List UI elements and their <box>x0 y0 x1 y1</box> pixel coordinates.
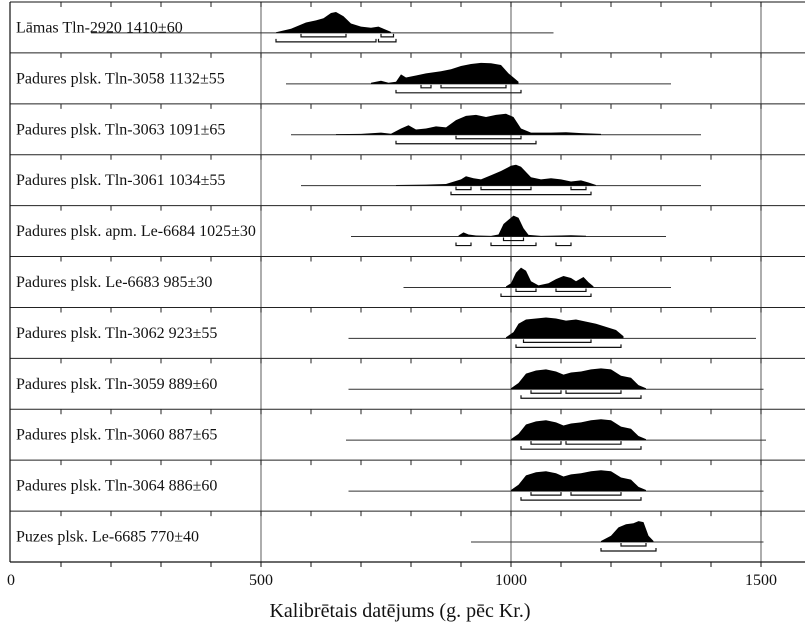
sigma2-bracket <box>395 140 537 145</box>
sigma1-bracket <box>555 288 587 293</box>
row-label: Padures plsk. Le-6683 985±30 <box>16 274 212 291</box>
row-label: Padures plsk. Tln-3061 1034±55 <box>16 172 225 189</box>
probability-area <box>506 317 624 339</box>
sample-rows: Lāmas Tln-2920 1410±60 Padures plsk. Tln-… <box>10 2 805 563</box>
probability-area <box>511 470 646 492</box>
sample-row: Padures plsk. Tln-3060 887±65 <box>10 409 805 461</box>
sigma1-bracket <box>455 135 522 140</box>
probability-area <box>601 521 654 542</box>
sigma1-bracket <box>565 441 622 445</box>
row-label: Puzes plsk. Le-6685 770±40 <box>16 529 199 546</box>
row-label: Padures plsk. Tln-3062 923±55 <box>16 325 217 342</box>
sigma2-bracket <box>520 446 642 450</box>
vertical-gridlines <box>260 2 762 562</box>
plot-frame <box>9 1 805 562</box>
x-tick-label: 1500 <box>745 572 777 589</box>
sigma2-bracket <box>450 191 592 196</box>
sample-row: Padures plsk. Tln-3062 923±55 <box>10 307 805 359</box>
x-tick-label: 500 <box>249 572 273 589</box>
probability-area <box>511 419 646 441</box>
sigma1-bracket <box>530 441 562 445</box>
sigma1-bracket <box>300 33 347 38</box>
sample-row: Padures plsk. Le-6683 985±30 <box>10 256 805 308</box>
sigma2-bracket <box>275 38 377 43</box>
row-label: Padures plsk. Tln-3060 887±65 <box>16 427 217 444</box>
x-axis: 0 500 1000 1500 <box>7 561 805 589</box>
x-tick-label: 0 <box>7 572 15 589</box>
probability-area <box>276 12 391 33</box>
probability-area <box>336 113 601 135</box>
probability-area <box>371 62 519 84</box>
sigma1-bracket <box>380 33 395 38</box>
x-axis-title: Kalibrētais datējums (g. pēc Kr.) <box>269 600 530 622</box>
sigma2-bracket <box>600 548 657 552</box>
row-label: Padures plsk. apm. Le-6684 1025±30 <box>16 223 256 240</box>
sigma2-bracket <box>490 242 537 247</box>
sample-row: Padures plsk. Tln-3058 1132±55 <box>10 52 805 105</box>
sigma1-bracket <box>480 186 532 191</box>
sample-row: Padures plsk. Tln-3061 1034±55 <box>10 154 805 207</box>
sigma2-bracket <box>520 395 642 399</box>
sample-row: Lāmas Tln-2920 1410±60 <box>10 2 805 54</box>
probability-area <box>511 368 646 390</box>
sample-row: Padures plsk. Tln-3064 886±60 <box>10 460 805 512</box>
sample-row: Padures plsk. apm. Le-6684 1025±30 <box>10 205 805 258</box>
x-tick-label: 1000 <box>495 572 527 589</box>
sigma1-bracket <box>570 186 587 191</box>
sigma1-bracket <box>420 84 432 89</box>
sigma1-bracket <box>570 492 622 496</box>
row-label: Padures plsk. Tln-3064 886±60 <box>16 478 217 495</box>
sigma2-bracket <box>520 497 642 501</box>
row-label: Padures plsk. Tln-3059 889±60 <box>16 376 217 393</box>
sigma1-bracket <box>440 84 507 89</box>
row-label: Lāmas Tln-2920 1410±60 <box>16 19 183 36</box>
sigma1-bracket <box>515 288 537 293</box>
sigma1-bracket <box>522 339 592 343</box>
sigma2-bracket <box>555 242 572 247</box>
sigma1-bracket <box>502 237 525 242</box>
sample-row: Puzes plsk. Le-6685 770±40 <box>10 511 805 563</box>
sample-row: Padures plsk. Tln-3059 889±60 <box>10 358 805 410</box>
row-label: Padures plsk. Tln-3058 1132±55 <box>16 70 225 87</box>
sigma1-bracket <box>455 186 472 191</box>
probability-area <box>396 164 596 186</box>
sigma2-bracket <box>500 293 592 298</box>
row-label: Padures plsk. Tln-3063 1091±65 <box>16 121 225 138</box>
sigma2-bracket <box>455 242 472 247</box>
sigma1-bracket <box>620 543 647 547</box>
sigma1-bracket <box>530 390 562 394</box>
sigma1-bracket <box>565 390 622 394</box>
sigma2-bracket <box>515 344 622 348</box>
sample-row: Padures plsk. Tln-3063 1091±65 <box>10 103 805 156</box>
sigma2-bracket <box>395 89 522 94</box>
probability-area <box>506 267 594 288</box>
sigma2-bracket <box>377 38 397 43</box>
probability-area <box>458 215 586 237</box>
sigma1-bracket <box>530 492 562 496</box>
